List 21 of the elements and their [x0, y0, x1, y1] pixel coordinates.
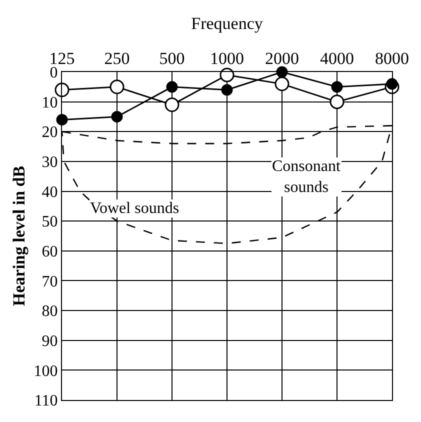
x-tick-label: 4000 — [320, 49, 354, 68]
x-tick-label: 2000 — [265, 49, 299, 68]
x-tick-label: 1000 — [210, 49, 244, 68]
y-tick-label: 30 — [42, 154, 58, 172]
y-tick-label: 90 — [42, 332, 58, 350]
y-tick-label: 80 — [42, 303, 58, 320]
annotation: Vowel sounds — [90, 200, 180, 217]
x-tick-label: 500 — [159, 49, 185, 68]
y-axis-title: Hearing level in dB — [9, 166, 28, 306]
x-tick-label: 250 — [104, 49, 130, 68]
y-tick-label: 10 — [42, 94, 58, 112]
y-tick-label: 60 — [42, 244, 58, 261]
y-tick-label: 40 — [42, 184, 58, 201]
y-tick-label: 50 — [42, 214, 58, 231]
y-tick-label: 20 — [42, 124, 58, 142]
y-tick-label: 70 — [42, 273, 58, 290]
annotation: Consonant sounds — [272, 158, 341, 196]
y-tick-label: 100 — [34, 362, 58, 380]
x-axis-title: Frequency — [191, 14, 264, 33]
x-tick-label: 8000 — [375, 49, 409, 68]
y-tick-label: 110 — [34, 392, 58, 410]
